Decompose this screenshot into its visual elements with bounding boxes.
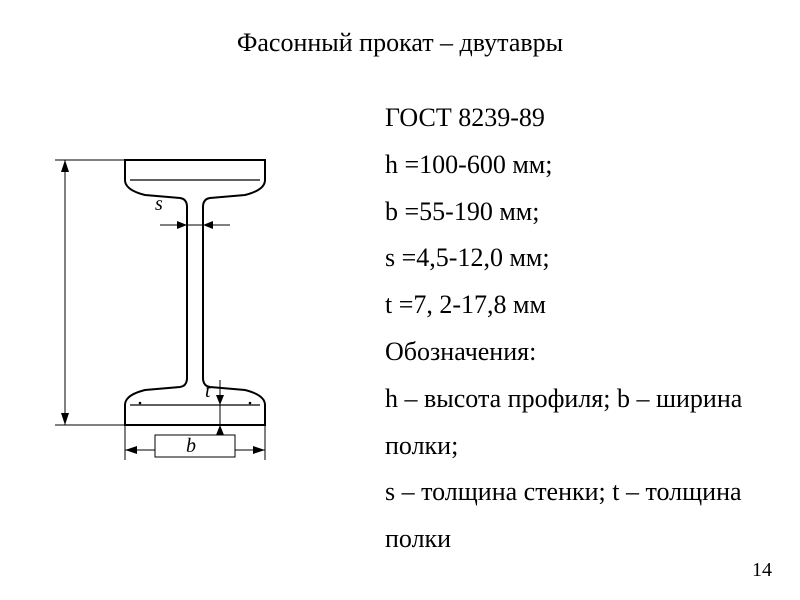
spec-t: t =7, 2-17,8 мм — [385, 282, 765, 329]
spec-b: b =55-190 мм; — [385, 189, 765, 236]
label-h: h — [45, 294, 50, 304]
label-s: s — [155, 193, 163, 215]
legend-heading: Обозначения: — [385, 329, 765, 376]
specs-block: ГОСТ 8239-89 h =100-600 мм; b =55-190 мм… — [385, 95, 765, 563]
spec-s: s =4,5-12,0 мм; — [385, 235, 765, 282]
page-number: 14 — [752, 559, 772, 582]
label-b: b — [186, 435, 196, 457]
spec-h: h =100-600 мм; — [385, 142, 765, 189]
label-t: t — [205, 380, 211, 402]
ibeam-diagram: h s t b — [45, 125, 295, 475]
legend-line-1: h – высота профиля; b – ширина полки; — [385, 376, 765, 470]
standard: ГОСТ 8239-89 — [385, 95, 765, 142]
ibeam-outline — [125, 160, 265, 425]
legend-line-2: s – толщина стенки; t – толщина полки — [385, 469, 765, 563]
page-title: Фасонный прокат – двутавры — [0, 28, 800, 58]
